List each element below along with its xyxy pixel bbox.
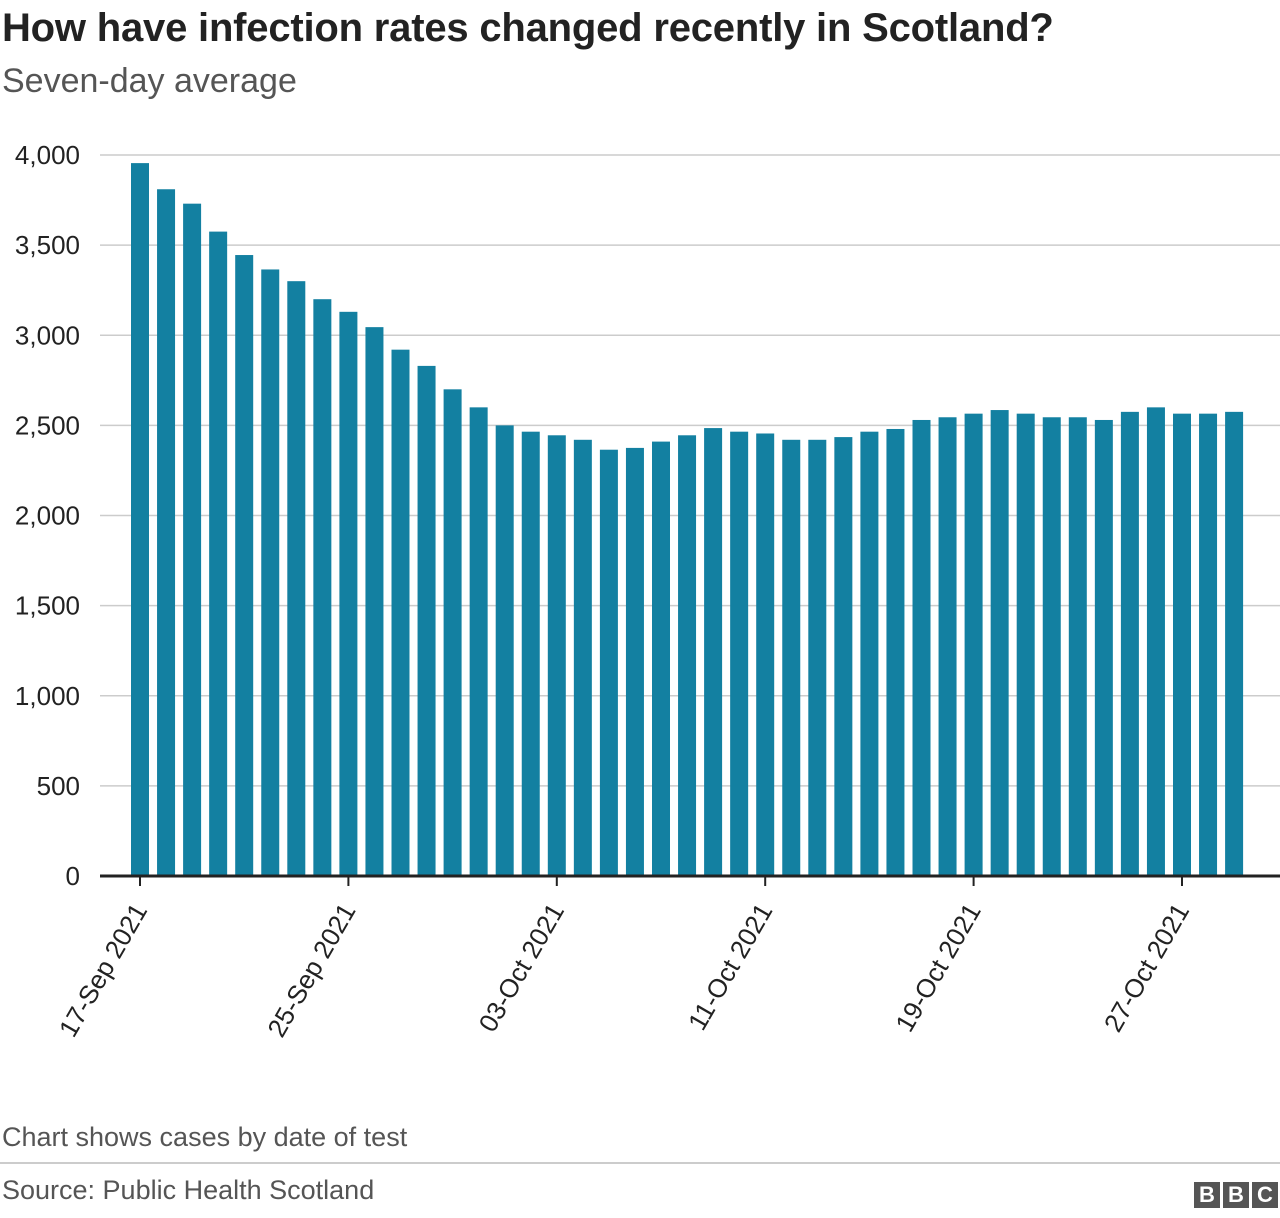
bar (365, 327, 384, 876)
bar (1225, 411, 1244, 876)
bar (860, 431, 879, 876)
bar (1120, 411, 1139, 876)
bar (1068, 417, 1087, 876)
x-tick-label: 11-Oct 2021 (682, 898, 779, 1035)
chart-note: Chart shows cases by date of test (2, 1122, 408, 1152)
chart-subtitle: Seven-day average (2, 62, 297, 100)
y-tick-label: 2,500 (15, 410, 80, 440)
bar (417, 365, 436, 876)
bar (938, 417, 957, 876)
x-tick-label: 25-Sep 2021 (261, 898, 361, 1042)
bar (704, 428, 723, 876)
bar (443, 389, 462, 876)
bar (209, 231, 228, 876)
bar (131, 163, 149, 876)
bar (495, 425, 514, 876)
bar (391, 349, 410, 876)
y-tick-label: 1,000 (15, 681, 80, 711)
bar (235, 255, 254, 876)
x-axis-ticks: 17-Sep 2021 25-Sep 2021 03-Oct 2021 11-Oct … (53, 876, 1195, 1042)
bar (1146, 407, 1165, 876)
y-tick-label: 2,000 (15, 501, 80, 531)
bar (157, 189, 176, 876)
chart-title: How have infection rates changed recentl… (2, 6, 1054, 50)
bar (521, 431, 540, 876)
bar (261, 269, 280, 876)
bbc-logo-letter: B (1194, 1182, 1220, 1208)
bar (469, 407, 488, 876)
bar (313, 299, 332, 876)
bar (886, 428, 905, 876)
bar (287, 281, 306, 876)
bar (1173, 413, 1191, 876)
bar (834, 437, 853, 876)
x-tick-label: 27-Oct 2021 (1098, 898, 1196, 1037)
bar (339, 311, 358, 876)
bar (652, 441, 670, 876)
x-tick-label: 03-Oct 2021 (472, 898, 570, 1037)
y-tick-label: 500 (37, 771, 80, 801)
bar (1094, 419, 1113, 876)
bar (756, 433, 775, 876)
y-tick-label: 0 (66, 861, 80, 891)
bbc-logo: B B C (1194, 1182, 1278, 1208)
y-tick-label: 1,500 (15, 591, 80, 621)
bbc-logo-letter: B (1223, 1182, 1249, 1208)
bbc-logo-letter: C (1252, 1182, 1278, 1208)
y-tick-label: 4,000 (15, 140, 80, 170)
bar (1042, 417, 1061, 876)
y-tick-label: 3,500 (15, 230, 80, 260)
bars (131, 163, 1244, 877)
bar (183, 203, 202, 877)
bar (782, 439, 801, 876)
bar (678, 435, 697, 876)
bar (547, 435, 566, 876)
bar-chart: 05001,0001,5002,0002,5003,0003,5004,000 … (15, 140, 1280, 1042)
bar (808, 439, 827, 876)
y-axis-ticks: 0 500 1,000 1,500 2,000 2,500 3,000 3,500 4,000 (15, 140, 80, 891)
x-tick-label: 17-Sep 2021 (53, 898, 153, 1042)
bar (1199, 413, 1218, 876)
bar (573, 439, 592, 876)
bar (599, 449, 618, 876)
footer-divider (0, 1162, 1280, 1164)
bar (625, 447, 644, 876)
y-tick-label: 3,000 (15, 320, 80, 350)
chart-source: Source: Public Health Scotland (2, 1175, 375, 1205)
bar (730, 431, 749, 876)
x-tick-label: 19-Oct 2021 (889, 898, 987, 1037)
bar (912, 419, 931, 876)
bar (1016, 413, 1035, 876)
bar (990, 410, 1009, 876)
bar (964, 413, 983, 876)
